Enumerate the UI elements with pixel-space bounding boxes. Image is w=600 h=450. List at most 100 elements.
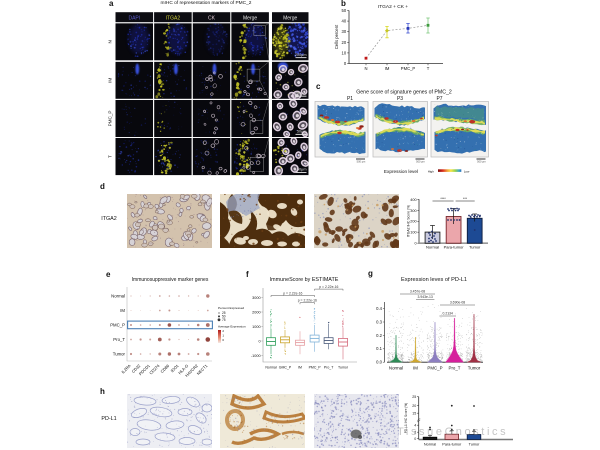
svg-text:50μm: 50μm bbox=[297, 168, 307, 172]
svg-text:2: 2 bbox=[222, 329, 224, 333]
svg-text:0.1: 0.1 bbox=[376, 346, 382, 351]
svg-text:Average Expression: Average Expression bbox=[218, 325, 246, 329]
svg-text:Normal: Normal bbox=[426, 245, 439, 250]
svg-text:200μm: 200μm bbox=[295, 91, 307, 95]
svg-text:Pro_T: Pro_T bbox=[449, 366, 461, 371]
svg-text:Gene score of signature genes: Gene score of signature genes of PMC_2 bbox=[356, 90, 452, 96]
svg-text:P1: P1 bbox=[347, 96, 353, 102]
svg-text:High: High bbox=[428, 169, 435, 173]
svg-text:N: N bbox=[364, 66, 367, 71]
svg-text:CK: CK bbox=[208, 16, 216, 22]
svg-text:100: 100 bbox=[410, 231, 416, 235]
svg-text:3000: 3000 bbox=[252, 296, 260, 300]
svg-text:Pro_T: Pro_T bbox=[324, 366, 334, 370]
svg-text:Tumor: Tumor bbox=[468, 366, 481, 371]
svg-text:20: 20 bbox=[342, 40, 347, 45]
svg-text:***: *** bbox=[463, 197, 468, 201]
svg-text:500 μm: 500 μm bbox=[477, 160, 486, 164]
svg-text:1: 1 bbox=[222, 334, 224, 338]
svg-text:Normal: Normal bbox=[265, 366, 277, 370]
svg-text:p = 2.22e-16: p = 2.22e-16 bbox=[283, 291, 302, 295]
svg-text:CD32: CD32 bbox=[131, 363, 142, 374]
svg-text:Tumor: Tumor bbox=[469, 443, 481, 447]
svg-text:ITGA2 + CK +: ITGA2 + CK + bbox=[378, 4, 408, 10]
svg-text:CD274: CD274 bbox=[148, 363, 161, 376]
svg-text:IM: IM bbox=[120, 308, 125, 313]
svg-text:-1000: -1000 bbox=[251, 354, 261, 358]
svg-text:ImmuneScore by ESTIMATE: ImmuneScore by ESTIMATE bbox=[270, 277, 339, 283]
svg-text:PMC_P: PMC_P bbox=[427, 366, 442, 371]
svg-text:30: 30 bbox=[342, 29, 347, 34]
svg-text:3.943e-13: 3.943e-13 bbox=[418, 295, 433, 299]
svg-text:Merge: Merge bbox=[243, 16, 257, 22]
svg-text:75: 75 bbox=[222, 318, 226, 322]
svg-text:PMC_P: PMC_P bbox=[401, 66, 416, 71]
svg-text:Para-tumor: Para-tumor bbox=[444, 245, 465, 250]
svg-text:IL2RA: IL2RA bbox=[120, 363, 132, 375]
svg-text:50: 50 bbox=[342, 8, 347, 13]
svg-text:IM: IM bbox=[298, 366, 302, 370]
svg-text:ITGA2 IHC Score (%): ITGA2 IHC Score (%) bbox=[407, 205, 411, 238]
svg-text:IDO1: IDO1 bbox=[170, 363, 181, 374]
svg-text:DAPI: DAPI bbox=[128, 16, 140, 22]
svg-text:Merge: Merge bbox=[283, 16, 297, 22]
svg-text:Pro_T: Pro_T bbox=[113, 337, 125, 342]
svg-text:0.0: 0.0 bbox=[376, 360, 382, 365]
svg-text:25: 25 bbox=[222, 311, 226, 315]
svg-text:2: 2 bbox=[414, 431, 416, 435]
svg-text:CD86: CD86 bbox=[159, 363, 170, 374]
svg-text:0: 0 bbox=[222, 338, 224, 342]
svg-text:0: 0 bbox=[414, 437, 416, 441]
svg-text:P3: P3 bbox=[397, 96, 403, 102]
svg-text:PMC_P: PMC_P bbox=[309, 366, 322, 370]
svg-text:200μm: 200μm bbox=[295, 53, 307, 57]
svg-text:0.3: 0.3 bbox=[376, 319, 382, 324]
svg-text:40: 40 bbox=[342, 19, 347, 24]
svg-text:400: 400 bbox=[410, 198, 416, 202]
svg-text:Tumor: Tumor bbox=[338, 366, 349, 370]
svg-text:NECT1: NECT1 bbox=[196, 363, 209, 376]
svg-text:PMC_P: PMC_P bbox=[108, 111, 113, 127]
svg-text:4: 4 bbox=[414, 424, 416, 428]
svg-text:P7: P7 bbox=[436, 96, 442, 102]
svg-text:PMC_P: PMC_P bbox=[110, 323, 125, 328]
svg-text:0.2134: 0.2134 bbox=[443, 312, 453, 316]
svg-text:Low: Low bbox=[464, 169, 470, 173]
svg-text:0.4: 0.4 bbox=[376, 306, 382, 311]
svg-text:Cells percent: Cells percent bbox=[334, 24, 339, 49]
svg-text:Expression level: Expression level bbox=[384, 169, 418, 174]
svg-text:500 μm: 500 μm bbox=[357, 160, 366, 164]
svg-text:Percent Expressed: Percent Expressed bbox=[218, 306, 244, 310]
svg-text:Para-tumor: Para-tumor bbox=[442, 443, 462, 447]
svg-text:ITGA2: ITGA2 bbox=[166, 16, 181, 22]
svg-text:Immunosuppressive marker genes: Immunosuppressive marker genes bbox=[132, 277, 209, 283]
svg-text:0.2: 0.2 bbox=[376, 333, 382, 338]
svg-text:Normal: Normal bbox=[424, 443, 436, 447]
svg-text:IM: IM bbox=[385, 66, 390, 71]
svg-text:T: T bbox=[108, 155, 113, 158]
svg-text:500 μm: 500 μm bbox=[416, 160, 425, 164]
svg-text:200: 200 bbox=[410, 220, 416, 224]
svg-text:Expression leves of PD-L1: Expression leves of PD-L1 bbox=[401, 277, 467, 283]
svg-text:0: 0 bbox=[344, 61, 347, 66]
svg-text:50μm: 50μm bbox=[297, 130, 307, 134]
svg-text:300: 300 bbox=[410, 209, 416, 213]
svg-text:0: 0 bbox=[414, 242, 416, 246]
svg-text:p = 2.22e-16: p = 2.22e-16 bbox=[298, 299, 317, 303]
svg-text:GMC_P: GMC_P bbox=[279, 366, 292, 370]
svg-text:3.457e-08: 3.457e-08 bbox=[410, 290, 425, 294]
svg-text:15: 15 bbox=[412, 412, 416, 416]
svg-text:25: 25 bbox=[412, 395, 416, 399]
svg-text:IM: IM bbox=[108, 78, 113, 83]
svg-text:N: N bbox=[108, 40, 113, 43]
svg-text:Normal: Normal bbox=[111, 294, 125, 299]
svg-text:10: 10 bbox=[342, 50, 347, 55]
svg-text:****: **** bbox=[440, 197, 446, 201]
svg-text:Tumor: Tumor bbox=[113, 352, 126, 357]
svg-text:3.690e-08: 3.690e-08 bbox=[450, 301, 465, 305]
svg-text:Normal: Normal bbox=[389, 366, 403, 371]
svg-text:Tumor: Tumor bbox=[469, 245, 481, 250]
svg-text:p = 2.22e-16: p = 2.22e-16 bbox=[319, 285, 338, 289]
svg-text:PD-L1 IHC Score (%): PD-L1 IHC Score (%) bbox=[404, 403, 408, 433]
svg-text:T: T bbox=[427, 66, 430, 71]
